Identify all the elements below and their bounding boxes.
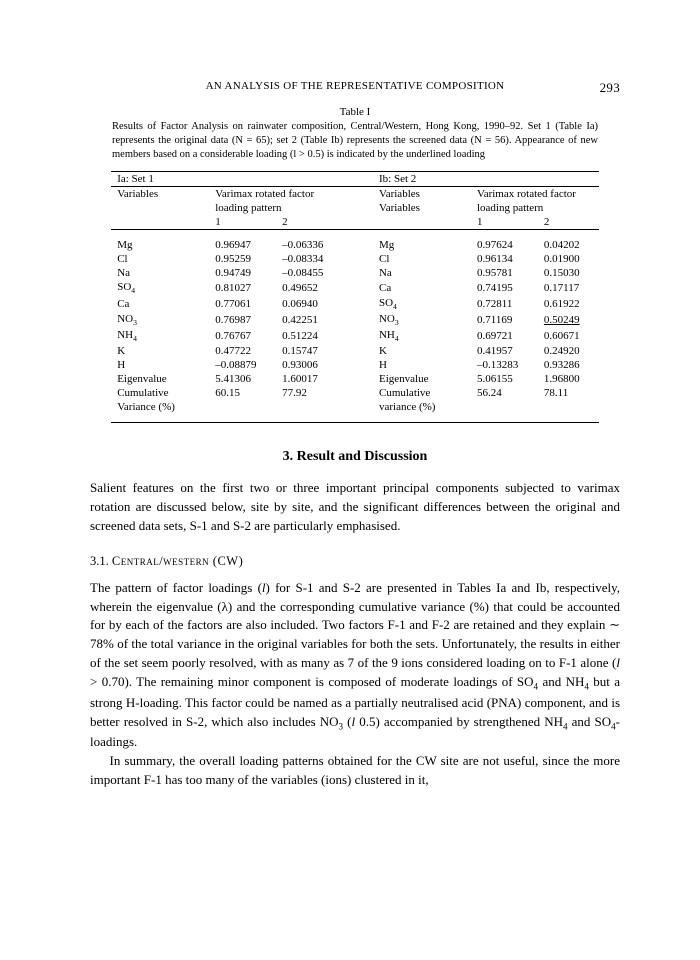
val-c: –0.13283 — [471, 358, 538, 372]
val-a: 0.76987 — [209, 312, 276, 328]
var-left: NH4 — [111, 328, 209, 344]
val-a: –0.08879 — [209, 358, 276, 372]
col-factor-l: Varimax rotated factor — [209, 186, 343, 201]
var-left: Cl — [111, 252, 209, 266]
val-b: –0.06336 — [276, 238, 343, 252]
val-c: 0.41957 — [471, 344, 538, 358]
var-right: SO4 — [373, 296, 471, 312]
var-left: Eigenvalue — [111, 372, 209, 386]
var-left: SO4 — [111, 280, 209, 296]
var-right: Cl — [373, 252, 471, 266]
var-left: K — [111, 344, 209, 358]
val-b: 0.51224 — [276, 328, 343, 344]
var-left: NO3 — [111, 312, 209, 328]
var-left: H — [111, 358, 209, 372]
subcol-2l: 2 — [276, 215, 343, 230]
subcol-2r: 2 — [538, 215, 599, 230]
val-a: 0.47722 — [209, 344, 276, 358]
col-variables-r: Variables — [373, 186, 471, 201]
val-a: 60.15 — [209, 386, 276, 400]
val-b — [276, 400, 343, 414]
val-c: 56.24 — [471, 386, 538, 400]
var-right: Ca — [373, 280, 471, 296]
val-a: 0.96947 — [209, 238, 276, 252]
subsection-heading: 3.1. Central/western (CW) — [90, 554, 620, 569]
col-loading-l: loading pattern — [209, 201, 343, 215]
col-factor-r: Varimax rotated factor — [471, 186, 599, 201]
val-c: 0.95781 — [471, 266, 538, 280]
var-left: Cumulative — [111, 386, 209, 400]
var-right: H — [373, 358, 471, 372]
var-left: Ca — [111, 296, 209, 312]
val-c: 0.97624 — [471, 238, 538, 252]
var-left: Mg — [111, 238, 209, 252]
subcol-1l: 1 — [209, 215, 276, 230]
val-a: 0.94749 — [209, 266, 276, 280]
page-number: 293 — [600, 80, 620, 96]
table-label: Table I — [90, 106, 620, 118]
running-title: AN ANALYSIS OF THE REPRESENTATIVE COMPOS… — [206, 80, 505, 92]
val-b: 0.06940 — [276, 296, 343, 312]
val-a: 0.81027 — [209, 280, 276, 296]
subcol-1r: 1 — [471, 215, 538, 230]
col-variables-r2: Variables — [373, 201, 471, 215]
var-right: NO3 — [373, 312, 471, 328]
val-c: 0.69721 — [471, 328, 538, 344]
val-c: 0.96134 — [471, 252, 538, 266]
val-b: –0.08455 — [276, 266, 343, 280]
var-left: Na — [111, 266, 209, 280]
var-right: K — [373, 344, 471, 358]
val-b: 0.42251 — [276, 312, 343, 328]
paragraph-3: In summary, the overall loading patterns… — [90, 752, 620, 790]
val-a: 5.41306 — [209, 372, 276, 386]
val-c — [471, 400, 538, 414]
running-header: AN ANALYSIS OF THE REPRESENTATIVE COMPOS… — [90, 80, 620, 92]
val-b: 0.49652 — [276, 280, 343, 296]
var-right: variance (%) — [373, 400, 471, 414]
val-b: 0.93006 — [276, 358, 343, 372]
section-heading: 3. Result and Discussion — [90, 449, 620, 465]
var-right: Mg — [373, 238, 471, 252]
val-c: 5.06155 — [471, 372, 538, 386]
val-a: 0.77061 — [209, 296, 276, 312]
paragraph-1: Salient features on the first two or thr… — [90, 479, 620, 536]
var-right: NH4 — [373, 328, 471, 344]
heading-set2: Ib: Set 2 — [373, 171, 471, 186]
val-b: –0.08334 — [276, 252, 343, 266]
paragraph-2: The pattern of factor loadings (l) for S… — [90, 579, 620, 752]
val-a: 0.76767 — [209, 328, 276, 344]
var-right: Eigenvalue — [373, 372, 471, 386]
col-variables-l: Variables — [111, 186, 209, 201]
val-c: 0.71169 — [471, 312, 538, 328]
val-c: 0.72811 — [471, 296, 538, 312]
val-b: 77.92 — [276, 386, 343, 400]
heading-set1: Ia: Set 1 — [111, 171, 209, 186]
table-caption: Results of Factor Analysis on rainwater … — [112, 120, 598, 163]
var-right: Cumulative — [373, 386, 471, 400]
factor-analysis-table: Ia: Set 1 Ib: Set 2 Variables Varimax ro… — [111, 171, 599, 424]
var-right: Na — [373, 266, 471, 280]
var-left: Variance (%) — [111, 400, 209, 414]
val-b: 0.15747 — [276, 344, 343, 358]
col-loading-r: loading pattern — [471, 201, 599, 215]
val-a: 0.95259 — [209, 252, 276, 266]
val-a — [209, 400, 276, 414]
val-b: 1.60017 — [276, 372, 343, 386]
val-c: 0.74195 — [471, 280, 538, 296]
